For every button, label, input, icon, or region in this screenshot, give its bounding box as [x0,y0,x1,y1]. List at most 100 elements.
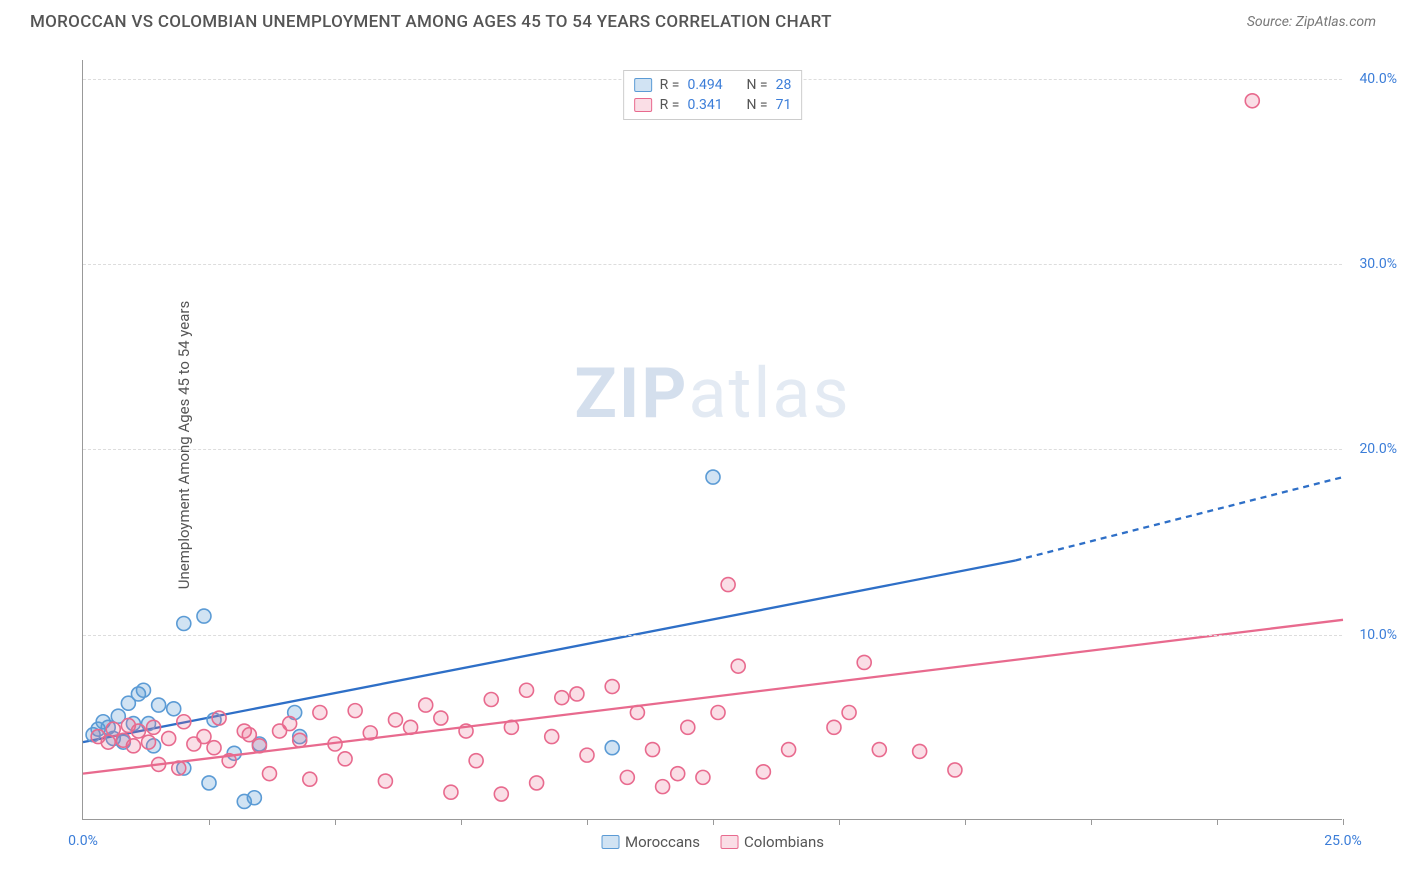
data-point [167,702,181,716]
data-point [293,733,307,747]
data-point [147,720,161,734]
legend-item: Colombians [720,833,824,851]
x-tick [335,819,336,825]
data-point [242,728,256,742]
data-point [605,680,619,694]
data-point [656,780,670,794]
x-tick [965,819,966,825]
data-point [212,711,226,725]
x-tick-label: 25.0% [1324,833,1362,849]
grid-line [83,635,1342,636]
data-point [388,713,402,727]
data-point [126,739,140,753]
legend-r-label: R = [660,77,680,93]
data-point [872,743,886,757]
x-tick [1091,819,1092,825]
data-point [580,748,594,762]
x-tick [587,819,588,825]
data-point [434,711,448,725]
data-point [207,741,221,755]
legend-label: Colombians [744,833,824,851]
data-point [162,731,176,745]
data-point [711,705,725,719]
data-point [570,687,584,701]
x-tick [1217,819,1218,825]
plot-area: R = 0.494 N = 28 R = 0.341 N = 71 ZIPatl… [82,60,1342,820]
data-point [252,739,266,753]
trend-line [83,620,1343,774]
legend-r-value: 0.341 [687,97,732,113]
data-point [313,705,327,719]
chart-container: Unemployment Among Ages 45 to 54 years R… [60,50,1380,840]
legend-n-value: 28 [776,77,792,93]
data-point [197,609,211,623]
data-point [555,691,569,705]
data-point [494,787,508,801]
plot-svg [83,60,1342,819]
data-point [948,763,962,777]
data-point [444,785,458,799]
data-point [520,683,534,697]
legend-swatch [720,835,738,849]
y-tick-label: 40.0% [1359,71,1397,87]
data-point [363,726,377,740]
data-point [706,470,720,484]
grid-line [83,264,1342,265]
legend-swatch [634,78,652,92]
data-point [756,765,770,779]
data-point [782,743,796,757]
data-point [620,770,634,784]
x-tick [713,819,714,825]
data-point [172,761,186,775]
x-tick [209,819,210,825]
legend-r-label: R = [660,97,680,113]
grid-line [83,449,1342,450]
data-point [152,757,166,771]
legend-row: R = 0.341 N = 71 [634,95,792,115]
data-point [696,770,710,784]
data-point [136,683,150,697]
data-point [671,767,685,781]
correlation-legend: R = 0.494 N = 28 R = 0.341 N = 71 [623,70,803,120]
data-point [262,767,276,781]
legend-n-value: 71 [776,97,792,113]
legend-n-label: N = [746,77,767,93]
data-point [545,730,559,744]
chart-title: MOROCCAN VS COLOMBIAN UNEMPLOYMENT AMONG… [30,12,832,32]
data-point [1245,94,1259,108]
data-point [106,722,120,736]
data-point [177,617,191,631]
data-point [504,720,518,734]
data-point [459,724,473,738]
data-point [721,578,735,592]
legend-swatch [601,835,619,849]
data-point [202,776,216,790]
y-tick-label: 20.0% [1359,441,1397,457]
data-point [419,698,433,712]
data-point [197,730,211,744]
data-point [646,743,660,757]
data-point [731,659,745,673]
series-legend: Moroccans Colombians [601,833,824,851]
x-tick [461,819,462,825]
data-point [328,737,342,751]
data-point [247,791,261,805]
legend-r-value: 0.494 [687,77,732,93]
chart-source: Source: ZipAtlas.com [1247,14,1376,30]
data-point [152,698,166,712]
data-point [827,720,841,734]
data-point [303,772,317,786]
chart-header: MOROCCAN VS COLOMBIAN UNEMPLOYMENT AMONG… [0,0,1406,40]
x-tick-label: 0.0% [68,833,98,849]
data-point [469,754,483,768]
data-point [101,735,115,749]
data-point [131,724,145,738]
data-point [404,720,418,734]
data-point [913,744,927,758]
data-point [857,655,871,669]
data-point [530,776,544,790]
data-point [338,752,352,766]
y-tick-label: 10.0% [1359,627,1397,643]
legend-item: Moroccans [601,833,700,851]
legend-swatch [634,98,652,112]
